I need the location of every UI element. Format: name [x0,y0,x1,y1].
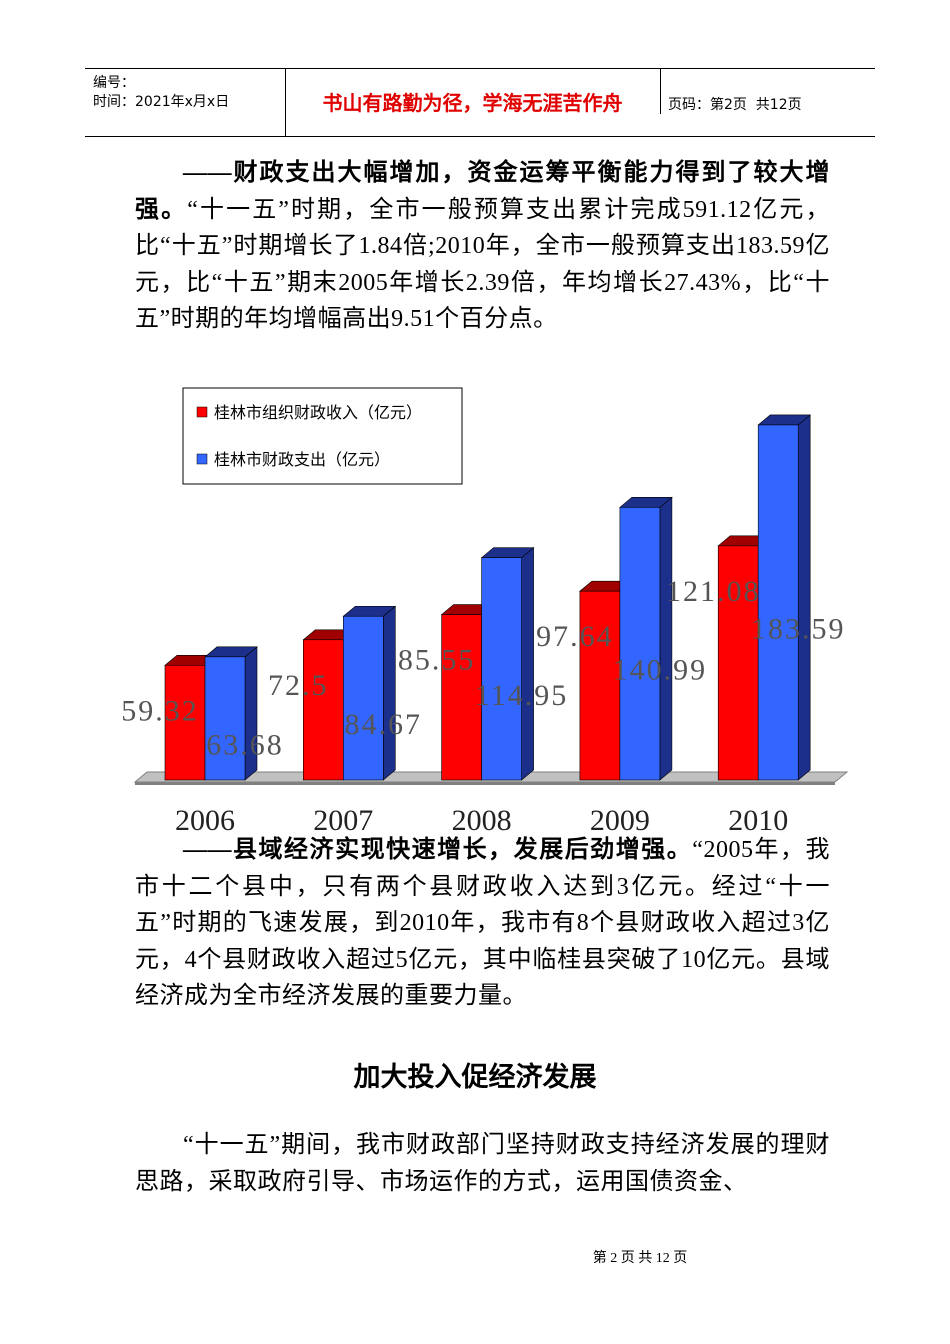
data-label: 114.95 [475,679,568,712]
bar [342,615,384,781]
paragraph: “十一五”期间，我市财政部门坚持财政支持经济发展的理财思路，采取政府引导、市场运… [135,1132,830,1195]
bar [204,656,246,781]
footer: 第 2 页 共 12 页 [592,1251,688,1266]
legend-label: 桂林市组织财政收入（亿元） [214,404,422,422]
paragraph-text: “2005年，我市十二个县中，只有两个县财政收入达到3亿元。经过“十一五”时期的… [135,837,830,1009]
section-title: 加大投入促经济发展 [353,1062,597,1092]
x-tick-label: 2009 [590,804,650,837]
legend-swatch [196,406,208,418]
bar [757,424,799,781]
bar-side [797,414,811,781]
bar [441,614,482,781]
header-left-cell: 编号： 时间：2021年x月x日 [85,69,286,136]
number-label: 编号： [93,75,135,91]
data-label: 183.59 [751,612,846,645]
paragraph-text: “十一五”时期，全市一般预算支出累计完成591.12亿元，比“十五”时期增长了1… [135,196,830,333]
x-tick-label: 2007 [313,804,373,837]
bar-side [382,605,396,781]
time-label: 时间：2021年x月x日 [93,94,230,110]
data-label: 63.68 [206,728,284,761]
paragraph-lead: ——财政支出大幅增加，资金运筹平衡能力得到了较大增强。 [135,160,830,223]
x-tick-label: 2010 [728,804,788,837]
paragraph: ——县域经济实现快速增长，发展后劲增强。“2005年，我市十二个县中，只有两个县… [135,832,830,1015]
bar [164,664,206,781]
data-label: 97.64 [536,620,614,653]
data-label: 85.55 [398,644,476,677]
legend-box [182,387,463,485]
bar [302,639,344,781]
bar [579,590,621,781]
paragraph-lead: ——县域经济实现快速增长，发展后劲增强。 [183,837,693,863]
floor-edge [135,782,835,785]
data-label: 59.32 [121,694,199,727]
data-label: 72.5 [268,669,329,702]
bar [481,557,522,781]
legend-swatch [196,453,208,465]
x-tick-label: 2006 [175,804,235,837]
data-label: 84.67 [345,708,423,741]
data-label: 121.08 [666,575,761,608]
motto: 书山有路勤为径，学海无涯苦作舟 [285,69,661,115]
legend-label: 桂林市财政支出（亿元） [214,451,390,469]
bar [717,545,759,781]
header: 编号： 时间：2021年x月x日 书山有路勤为径，学海无涯苦作舟 页码：第2页 … [85,68,875,137]
bar [619,507,661,781]
page-info: 页码：第2页 共12页 [668,97,802,113]
bar-side [521,547,534,781]
data-label: 140.99 [613,654,708,687]
bar-side [659,496,673,781]
paragraph: ——财政支出大幅增加，资金运筹平衡能力得到了较大增强。“十一五”时期，全市一般预… [135,155,830,338]
x-tick-label: 2008 [452,804,512,837]
